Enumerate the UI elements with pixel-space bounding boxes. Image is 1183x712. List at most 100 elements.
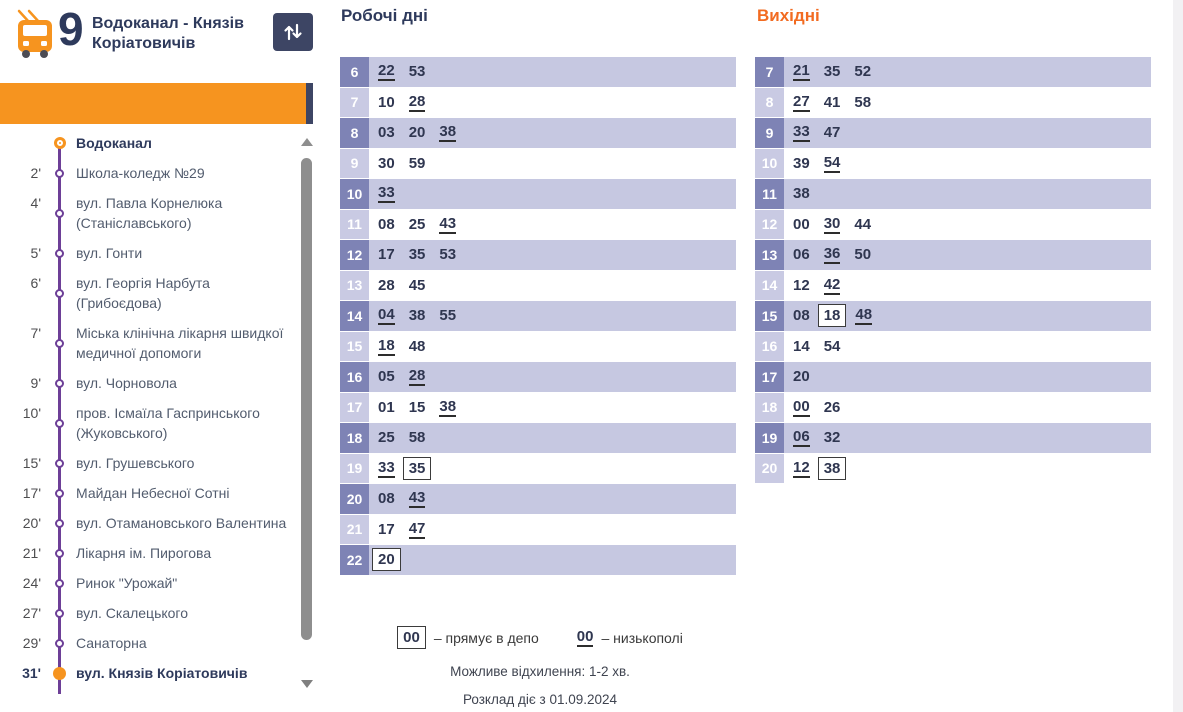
stop-name: Лікарня ім. Пирогова xyxy=(76,545,212,561)
time-cell: 06 xyxy=(793,246,810,264)
schedule-row: 6 22 53 xyxy=(340,57,736,87)
swap-direction-button[interactable] xyxy=(273,13,313,51)
schedule-row: 19 06 32 xyxy=(755,423,1151,453)
time-cell: 33 xyxy=(793,123,810,143)
time-cell: 59 xyxy=(408,154,426,172)
time-cell: 04 xyxy=(378,306,395,326)
stop-item[interactable]: 2' Школа-коледж №29 xyxy=(0,158,300,188)
sidebar-scroll-down-icon[interactable] xyxy=(301,680,313,688)
schedule-row: 8 03 20 38 xyxy=(340,118,736,148)
time-cell: 43 xyxy=(408,489,426,509)
stop-item[interactable]: 6' вул. Георгія Нарбута (Грибоєдова) xyxy=(0,268,300,318)
hour-cell: 14 xyxy=(755,270,784,300)
stop-item[interactable]: 29' Санаторна xyxy=(0,628,300,658)
schedule-row: 14 04 38 55 xyxy=(340,301,736,331)
time-cell: 28 xyxy=(408,367,426,387)
stop-minutes: 29' xyxy=(22,635,41,651)
schedule-row: 17 20 xyxy=(755,362,1151,392)
schedule-row: 7 10 28 xyxy=(340,87,736,117)
schedule-row: 12 17 35 53 xyxy=(340,240,736,270)
stop-item[interactable]: 27' вул. Скалецького xyxy=(0,598,300,628)
time-cell: 54 xyxy=(823,337,841,355)
time-cell: 53 xyxy=(408,63,426,81)
time-cell: 50 xyxy=(854,246,872,264)
time-cell: 25 xyxy=(378,429,395,447)
time-cell: 17 xyxy=(378,246,395,264)
time-cell: 55 xyxy=(439,307,457,325)
hour-cell: 12 xyxy=(755,209,784,239)
hour-cell: 15 xyxy=(340,331,369,361)
stop-name: вул. Гонти xyxy=(76,245,143,261)
time-cell: 21 xyxy=(793,62,810,82)
schedule-row: 9 33 47 xyxy=(755,118,1151,148)
schedule-row: 20 12 38 xyxy=(755,453,1151,483)
stop-marker-icon xyxy=(55,378,64,388)
schedule-row: 17 01 15 38 xyxy=(340,392,736,422)
time-cell: 20 xyxy=(793,368,810,386)
stop-item[interactable]: 20' вул. Отамановського Валентина xyxy=(0,508,300,538)
time-cell: 18 xyxy=(817,304,847,328)
time-cell: 54 xyxy=(823,153,841,173)
stop-minutes: 27' xyxy=(22,605,41,621)
time-cell: 35 xyxy=(408,246,426,264)
stop-item[interactable]: 17' Майдан Небесної Сотні xyxy=(0,478,300,508)
stop-name: вул. Чорновола xyxy=(76,375,177,391)
stop-item[interactable]: 4' вул. Павла Корнелюка (Станіславського) xyxy=(0,188,300,238)
stop-marker-icon xyxy=(55,208,64,218)
hour-cell: 13 xyxy=(340,270,369,300)
hour-cell: 9 xyxy=(755,118,784,148)
page-scrollbar[interactable] xyxy=(1173,0,1183,712)
hour-cell: 10 xyxy=(340,179,369,209)
stop-item[interactable]: 15' вул. Грушевського xyxy=(0,448,300,478)
schedule-row: 13 06 36 50 xyxy=(755,240,1151,270)
time-cell: 58 xyxy=(854,93,872,111)
time-cell: 08 xyxy=(378,215,395,233)
sidebar-scrollbar-thumb[interactable] xyxy=(301,158,312,640)
workdays-table: 6 22 53 7 10 28 8 03 20 38 9 30 59 10 33 11 08 25 43 12 17 35… xyxy=(340,57,736,576)
stop-minutes: 5' xyxy=(30,245,41,261)
route-number: 9 xyxy=(58,3,84,55)
schedule-row: 7 21 35 52 xyxy=(755,57,1151,87)
weekends-table: 7 21 35 52 8 27 41 58 9 33 47 10 39 54 11 38 12 00 30 44 13 0… xyxy=(755,57,1151,484)
stop-item[interactable]: 24' Ринок "Урожай" xyxy=(0,568,300,598)
stop-item[interactable]: 7' Міська клінічна лікарня швидкої медичн… xyxy=(0,318,300,368)
stop-item[interactable]: 9' вул. Чорновола xyxy=(0,368,300,398)
stop-minutes xyxy=(0,133,50,153)
stop-name: Майдан Небесної Сотні xyxy=(76,485,230,501)
direction-tab[interactable] xyxy=(0,83,306,124)
stop-minutes: 24' xyxy=(22,575,41,591)
weekends-title: Вихідні xyxy=(757,6,820,25)
hour-cell: 20 xyxy=(755,453,784,483)
stop-minutes: 21' xyxy=(22,545,41,561)
stop-name: вул. Скалецького xyxy=(76,605,189,621)
trolleybus-icon xyxy=(13,8,57,65)
stop-item[interactable]: 10' пров. Ісмаїла Гаспринського (Жуковськ… xyxy=(0,398,300,448)
direction-tab-edge xyxy=(306,83,313,124)
schedule-row: 11 38 xyxy=(755,179,1151,209)
hour-cell: 19 xyxy=(755,423,784,453)
stop-item[interactable]: 5' вул. Гонти xyxy=(0,238,300,268)
stop-marker-icon xyxy=(55,338,64,348)
stop-minutes: 7' xyxy=(30,325,41,341)
time-cell: 03 xyxy=(378,124,395,142)
stop-name: вул. Георгія Нарбута (Грибоєдова) xyxy=(76,275,210,311)
stop-item[interactable]: 31' вул. Князів Коріатовичів xyxy=(0,658,300,688)
sidebar-scroll-up-icon[interactable] xyxy=(301,138,313,146)
hour-cell: 15 xyxy=(755,301,784,331)
time-cell: 53 xyxy=(439,246,457,264)
stop-minutes: 2' xyxy=(30,165,41,181)
time-cell: 28 xyxy=(408,92,426,112)
time-cell: 28 xyxy=(378,276,395,294)
hour-cell: 22 xyxy=(340,545,369,575)
stop-marker-icon xyxy=(55,418,64,428)
stop-marker-icon xyxy=(55,458,64,468)
stop-item[interactable]: 21' Лікарня ім. Пирогова xyxy=(0,538,300,568)
stop-item[interactable]: Водоканал xyxy=(0,128,300,158)
schedule-valid-note: Розклад діє з 01.09.2024 xyxy=(462,692,618,707)
stop-minutes: 17' xyxy=(22,485,41,501)
time-cell: 14 xyxy=(793,337,810,355)
stop-minutes: 9' xyxy=(30,375,41,391)
schedule-row: 15 18 48 xyxy=(340,331,736,361)
stop-marker-icon xyxy=(55,578,64,588)
